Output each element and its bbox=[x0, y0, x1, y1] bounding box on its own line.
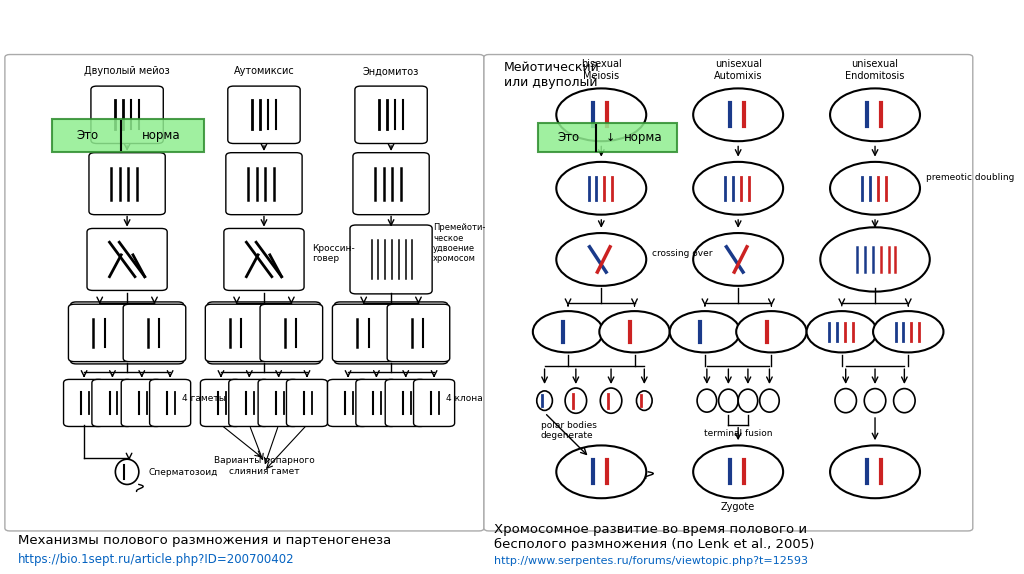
Circle shape bbox=[556, 233, 646, 286]
FancyBboxPatch shape bbox=[260, 304, 323, 362]
FancyBboxPatch shape bbox=[353, 153, 429, 215]
Circle shape bbox=[670, 311, 740, 352]
FancyBboxPatch shape bbox=[121, 379, 162, 426]
Text: Сперматозоид: Сперматозоид bbox=[148, 468, 218, 478]
FancyBboxPatch shape bbox=[91, 86, 163, 144]
Ellipse shape bbox=[116, 459, 139, 484]
Ellipse shape bbox=[760, 389, 779, 412]
FancyBboxPatch shape bbox=[52, 119, 205, 152]
Text: Эндомитоз: Эндомитоз bbox=[362, 66, 419, 76]
Text: premeotic doubling: premeotic doubling bbox=[926, 173, 1014, 183]
Circle shape bbox=[693, 233, 783, 286]
FancyBboxPatch shape bbox=[207, 302, 321, 364]
Ellipse shape bbox=[600, 388, 622, 413]
Circle shape bbox=[532, 311, 603, 352]
Text: Это: Это bbox=[557, 131, 580, 144]
Text: Премейоти-
ческое
удвоение
хромосом: Премейоти- ческое удвоение хромосом bbox=[433, 223, 485, 263]
Text: 4 гаметы: 4 гаметы bbox=[182, 394, 225, 403]
FancyBboxPatch shape bbox=[226, 153, 302, 215]
FancyBboxPatch shape bbox=[150, 379, 190, 426]
FancyBboxPatch shape bbox=[484, 55, 973, 531]
Text: Механизмы полового размножения и партеногенеза: Механизмы полового размножения и партено… bbox=[17, 534, 391, 547]
FancyBboxPatch shape bbox=[228, 379, 270, 426]
FancyBboxPatch shape bbox=[89, 153, 165, 215]
FancyBboxPatch shape bbox=[224, 228, 304, 290]
Circle shape bbox=[873, 311, 943, 352]
FancyBboxPatch shape bbox=[328, 379, 369, 426]
Circle shape bbox=[556, 88, 646, 141]
FancyBboxPatch shape bbox=[87, 228, 167, 290]
Circle shape bbox=[599, 311, 670, 352]
Circle shape bbox=[556, 445, 646, 498]
Ellipse shape bbox=[537, 391, 552, 410]
Ellipse shape bbox=[835, 389, 856, 413]
Circle shape bbox=[807, 311, 877, 352]
FancyBboxPatch shape bbox=[123, 304, 185, 362]
FancyBboxPatch shape bbox=[227, 86, 300, 144]
Ellipse shape bbox=[565, 388, 587, 413]
Text: 4 клона: 4 клона bbox=[445, 394, 482, 403]
Text: Zygote: Zygote bbox=[721, 502, 756, 512]
Text: норма: норма bbox=[142, 129, 181, 142]
Text: unisexual
Automixis: unisexual Automixis bbox=[714, 59, 763, 81]
FancyBboxPatch shape bbox=[71, 302, 183, 364]
Circle shape bbox=[736, 311, 807, 352]
FancyBboxPatch shape bbox=[356, 379, 397, 426]
Text: Варианты попарного
слияния гамет: Варианты попарного слияния гамет bbox=[214, 456, 314, 476]
Ellipse shape bbox=[864, 389, 886, 413]
FancyBboxPatch shape bbox=[206, 304, 268, 362]
FancyBboxPatch shape bbox=[414, 379, 455, 426]
FancyBboxPatch shape bbox=[333, 304, 395, 362]
Circle shape bbox=[830, 162, 920, 215]
Text: Хромосомное развитие во время полового и
бесполого размножения (по Lenk et al., : Хромосомное развитие во время полового и… bbox=[494, 523, 814, 550]
FancyBboxPatch shape bbox=[538, 123, 677, 152]
FancyBboxPatch shape bbox=[69, 304, 131, 362]
Text: https://bio.1sept.ru/article.php?ID=200700402: https://bio.1sept.ru/article.php?ID=2007… bbox=[17, 553, 294, 566]
FancyBboxPatch shape bbox=[355, 86, 427, 144]
Circle shape bbox=[556, 162, 646, 215]
Text: Аутомиксис: Аутомиксис bbox=[233, 66, 294, 76]
Ellipse shape bbox=[719, 389, 738, 412]
FancyBboxPatch shape bbox=[350, 225, 432, 294]
FancyBboxPatch shape bbox=[63, 379, 104, 426]
Text: terminal fusion: terminal fusion bbox=[703, 429, 772, 438]
Text: http://www.serpentes.ru/forums/viewtopic.php?t=12593: http://www.serpentes.ru/forums/viewtopic… bbox=[494, 556, 808, 567]
Text: unisexual
Endomitosis: unisexual Endomitosis bbox=[846, 59, 905, 81]
Circle shape bbox=[830, 445, 920, 498]
Text: Мейотический
или двуполый: Мейотический или двуполый bbox=[504, 61, 599, 88]
Circle shape bbox=[830, 88, 920, 141]
Ellipse shape bbox=[894, 389, 915, 413]
Text: ↓: ↓ bbox=[606, 133, 615, 143]
FancyBboxPatch shape bbox=[201, 379, 242, 426]
Circle shape bbox=[693, 445, 783, 498]
Ellipse shape bbox=[738, 389, 758, 412]
FancyBboxPatch shape bbox=[5, 55, 484, 531]
Ellipse shape bbox=[637, 391, 652, 410]
Text: crossing over: crossing over bbox=[652, 249, 713, 258]
Text: норма: норма bbox=[624, 131, 663, 144]
Circle shape bbox=[693, 88, 783, 141]
Text: Это: Это bbox=[76, 129, 98, 142]
FancyBboxPatch shape bbox=[385, 379, 426, 426]
Text: polar bodies
degenerate: polar bodies degenerate bbox=[541, 421, 597, 440]
FancyBboxPatch shape bbox=[92, 379, 133, 426]
FancyBboxPatch shape bbox=[258, 379, 299, 426]
FancyBboxPatch shape bbox=[387, 304, 450, 362]
Ellipse shape bbox=[697, 389, 717, 412]
Text: bisexual
Meiosis: bisexual Meiosis bbox=[581, 59, 622, 81]
Text: Кроссин-
говер: Кроссин- говер bbox=[312, 244, 354, 263]
Text: Двуполый мейоз: Двуполый мейоз bbox=[84, 66, 170, 76]
FancyBboxPatch shape bbox=[287, 379, 328, 426]
Circle shape bbox=[820, 227, 930, 292]
Circle shape bbox=[693, 162, 783, 215]
FancyBboxPatch shape bbox=[335, 302, 447, 364]
